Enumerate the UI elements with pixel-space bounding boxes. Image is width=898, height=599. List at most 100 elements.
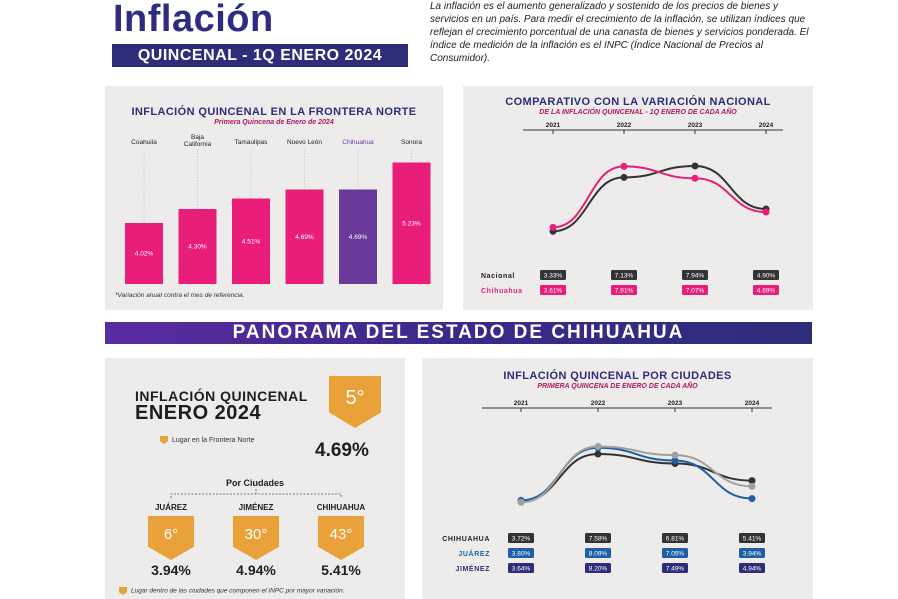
comparison-line-chart: 2021 2022 2023 2024 Nacional 3.33% 7.13% 7.94% 4… [481,122,783,295]
value-chip [662,563,688,573]
cities-bracket [170,489,342,498]
series-name-label: JUÁREZ [458,549,490,558]
data-point [762,208,770,216]
data-point [517,498,525,506]
by-cities-label: Por Ciudades [225,478,284,488]
cities-line-panel: INFLACIÓN QUINCENAL POR CIUDADES PRIMERA… [422,358,813,599]
data-point [748,495,756,503]
x-tick-label: 2021 [546,122,561,129]
value-chip [585,548,611,558]
value-chip [585,533,611,543]
value-chip-label: 3.61% [544,288,563,295]
cities-footnote-text: Lugar dentro de las ciudades que compone… [131,587,345,595]
series-name-label: CHIHUAHUA [442,536,490,543]
city-inflation-value: 3.94% [151,562,191,578]
series-name-label: Nacional [481,273,515,280]
series-line [552,165,767,229]
value-chip-label: 3.72% [512,536,531,543]
badge-icon [160,436,168,444]
series-line [552,164,767,233]
value-chip [739,533,765,543]
cities-footnote: Lugar dentro de las ciudades que compone… [119,587,345,595]
rank-caption-text: Lugar en la Frontera Norte [172,436,255,444]
value-chip [662,533,688,543]
data-point [691,174,699,182]
bar-data-label: 4.51% [242,238,261,245]
value-chip [662,548,688,558]
value-chip-label: 7.05% [666,551,685,558]
value-chip [585,563,611,573]
x-tick-label: 2024 [759,122,774,129]
city-inflation-value: 5.41% [321,562,361,578]
section-banner: PANORAMA DEL ESTADO DE CHIHUAHUA [105,322,812,344]
bar [125,223,163,284]
summary-title-line2: ENERO 2024 [135,402,262,424]
bar-chart-subtitle: Primera Quincena de Enero de 2024 [214,119,334,126]
value-chip-label: 3.64% [512,566,531,573]
value-chip-label: 3.80% [512,551,531,558]
bar [232,198,270,284]
cities-chart-subtitle: PRIMERA QUINCENA DE ENERO DE CADA AÑO [537,383,698,390]
data-point [671,451,679,459]
intro-text: La inflación es el aumento generalizado … [430,1,809,64]
bar-data-label: 5.23% [402,220,421,227]
value-chip-label: 4.90% [757,273,776,280]
value-chip-label: 3.33% [544,273,563,280]
bar-category-label: Tamaulipas [235,139,269,146]
series-name-label: JIMÉNEZ [455,564,490,573]
value-chip-label: 7.94% [686,273,705,280]
value-chip-label: 6.81% [666,536,685,543]
frontier-bar-panel: INFLACIÓN QUINCENAL EN LA FRONTERA NORTE… [105,86,443,310]
value-chip [508,563,534,573]
summary-panel: INFLACIÓN QUINCENAL ENERO 2024 5° Lugar … [105,358,405,599]
city-name: JUÁREZ [154,503,187,512]
value-chip-label: 4.69% [757,288,776,295]
value-chip [508,548,534,558]
value-chip-label: 7.13% [615,273,634,280]
value-chip [739,548,765,558]
data-point [620,173,628,181]
x-tick-label: 2023 [668,400,683,407]
series-line [520,445,753,504]
value-chip-label: 7.07% [686,288,705,295]
cities-line-chart: 2021 2022 2023 2024 CHIHUAHUA 3.72% 7.58% 6.81%… [442,400,772,573]
city-name: JIMÉNEZ [238,503,274,512]
value-chip [753,270,779,280]
x-tick-label: 2022 [591,400,606,407]
value-chip-label: 7.49% [666,566,685,573]
value-chip-label: 8.20% [589,566,608,573]
value-chip-label: 5.41% [743,536,762,543]
data-point [748,477,756,485]
x-tick-label: 2024 [745,400,760,407]
value-chip [611,270,637,280]
data-point [594,450,602,458]
series-line [520,453,753,503]
city-name: CHIHUAHUA [316,503,366,512]
x-tick-label: 2023 [688,122,703,129]
series-name-label: Chihuahua [481,288,523,295]
value-chip [682,270,708,280]
bar-category-label: Baja [191,134,204,141]
badge-icon [119,587,127,595]
data-point [691,162,699,170]
bar-chart-title: INFLACIÓN QUINCENAL EN LA FRONTERA NORTE [131,106,417,118]
bar [178,209,217,284]
bar-data-label: 4.69% [295,234,314,241]
bar-data-label: 4.02% [135,251,154,258]
bar-data-label: 4.69% [349,234,368,241]
x-tick-label: 2022 [617,122,632,129]
bar-category-label: California [184,141,212,148]
value-chip-label: 7.91% [615,288,634,295]
data-point [549,223,557,231]
value-chip [611,285,637,295]
cities-chart-title: INFLACIÓN QUINCENAL POR CIUDADES [503,370,732,382]
value-chip [753,285,779,295]
bar-chart-note: *Variación anual contra el mes de refere… [115,292,245,299]
summary-title-line1: INFLACIÓN QUINCENAL [135,388,308,404]
value-chip-label: 8.09% [589,551,608,558]
value-chip [540,285,566,295]
value-chip-label: 3.94% [743,551,762,558]
page-subtitle: QUINCENAL - 1Q ENERO 2024 [112,44,408,67]
bar [339,189,377,284]
comparison-chart-title: COMPARATIVO CON LA VARIACIÓN NACIONAL [505,96,771,108]
